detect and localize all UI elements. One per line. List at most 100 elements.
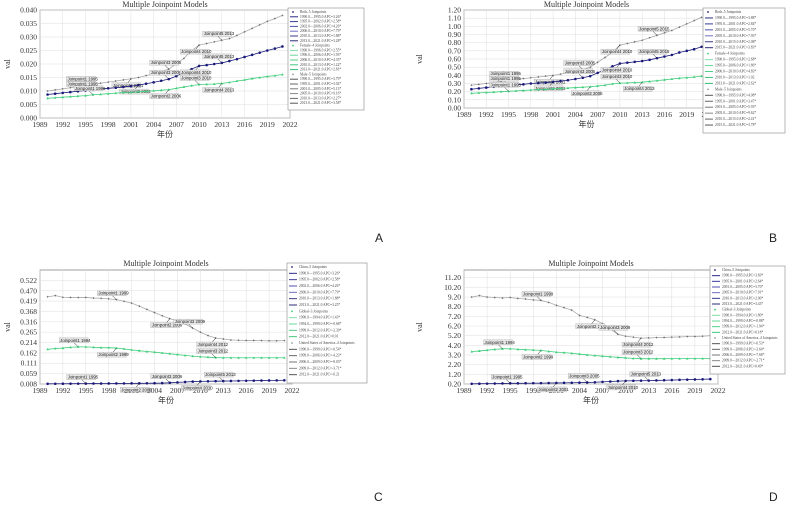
joinpoint-label-bg xyxy=(489,82,519,88)
data-point xyxy=(61,296,64,299)
joinpoint-leader xyxy=(615,78,621,84)
data-point xyxy=(640,59,644,63)
data-point xyxy=(624,356,627,359)
x-tick-label: 2007 xyxy=(595,386,610,395)
data-point xyxy=(648,80,651,83)
data-point xyxy=(182,85,186,88)
joinpoint-annotation: Joinpoint1 1999 xyxy=(97,290,129,300)
y-tick-label: 0.90 xyxy=(448,30,461,39)
joinpoint-label: Joinpoint1 1994 xyxy=(484,340,515,345)
y-tick-label: 11.20 xyxy=(444,273,461,282)
y-tick-label: 0.368 xyxy=(20,307,37,316)
legend-item: 2005.0—2010.0 APC=9.16* xyxy=(290,92,341,96)
data-point xyxy=(593,354,597,357)
data-point xyxy=(578,314,581,317)
data-point xyxy=(228,59,231,63)
legend-box xyxy=(702,7,786,134)
legend-label: 1990.0—1996.0 APC=2.55* xyxy=(300,48,341,52)
x-tick-label: 2004 xyxy=(568,110,583,119)
data-point xyxy=(220,82,224,85)
data-point xyxy=(578,381,581,384)
data-point xyxy=(524,297,527,300)
data-point xyxy=(46,90,49,92)
data-point xyxy=(61,91,65,95)
y-tick-label: 2.20 xyxy=(448,360,461,369)
y-tick-label: 1.00 xyxy=(448,22,461,31)
legend-marker xyxy=(292,44,294,47)
data-point xyxy=(252,339,255,342)
legend-marker xyxy=(292,11,294,13)
legend-label: 2010.0—2015.0 APC=2.08* xyxy=(715,40,756,44)
joinpoint-annotation: Joinpoint3 2012 xyxy=(196,348,229,358)
joinpoint-annotation: Joinpoint1 1999 xyxy=(521,291,554,301)
data-point xyxy=(593,380,597,384)
data-point xyxy=(106,87,110,90)
data-point xyxy=(678,335,681,338)
data-point xyxy=(478,382,481,386)
legend-item: 1990.0—1999.0 APC=-0.53* xyxy=(712,342,765,346)
legend-item: 2013.0—2021.0 APC=2.81* xyxy=(290,68,341,72)
y-tick-label: 0.00 xyxy=(448,104,461,113)
data-point xyxy=(531,381,535,385)
legend-marker xyxy=(291,266,293,268)
data-point xyxy=(532,298,535,301)
legend-item: 1990.0—1999.0 APC=-0.54* xyxy=(289,347,342,351)
joinpoint-annotation: Joinpoint2 1999 xyxy=(97,347,129,358)
data-point xyxy=(243,55,246,59)
data-point xyxy=(596,61,599,64)
data-point xyxy=(205,82,208,86)
joinpoint-annotation: Joinpoint3 2005 xyxy=(563,68,596,78)
legend-label: 1990.0—1994.0 APC=1.43* xyxy=(299,316,340,320)
joinpoint-label-bg xyxy=(202,53,232,60)
legend-label: 2006.0—2010.0 APC=4.35* xyxy=(300,58,341,62)
data-point xyxy=(536,81,540,85)
legend-item: 2010.0—2013.0 APC=1.88* xyxy=(289,297,340,301)
legend-item: 1990.0—1995.0 APC=3.79* xyxy=(290,77,341,81)
data-point xyxy=(678,76,681,80)
data-point xyxy=(570,309,573,312)
data-point xyxy=(191,380,195,383)
data-point xyxy=(69,90,72,94)
data-point xyxy=(283,356,286,359)
joinpoint-annotation: Joinpoint4 2010 xyxy=(600,44,633,55)
joinpoint-label-bg xyxy=(629,371,659,377)
legend-item: 1994.0—1999.0 APC=-0.68* xyxy=(289,322,342,326)
joinpoint-label-bg xyxy=(606,384,636,391)
joinpoint-leader xyxy=(498,344,503,350)
joinpoint-label-bg xyxy=(196,341,226,348)
data-point xyxy=(478,349,481,352)
legend-label: 1990.0—1999.0 APC=-0.54* xyxy=(299,347,342,351)
data-point xyxy=(46,96,49,100)
legend-item: United States of America–4 Joinpoints xyxy=(291,341,355,345)
data-point xyxy=(603,83,607,87)
data-point xyxy=(53,347,57,350)
data-point xyxy=(237,339,240,342)
series-female: Joinpoint1 1996 Joinpoint2 2006 Joinpoint3… xyxy=(46,73,284,100)
data-point xyxy=(616,355,620,359)
joinpoint-leader xyxy=(112,295,117,300)
joinpoint-annotation: Joinpoint3 2010 xyxy=(179,75,212,85)
legend-item: 2001.0—2005.0 APC=3.70* xyxy=(712,285,763,289)
data-point xyxy=(281,73,284,76)
y-tick-label: 0.419 xyxy=(20,297,37,306)
chart-d: Multiple Joinpoint Models 1989 1992 1995 199… xyxy=(415,259,786,504)
legend-label: Male–5 Joinpoints xyxy=(300,72,327,76)
joinpoint-label-bg xyxy=(491,374,521,380)
data-point xyxy=(501,297,504,300)
joinpoint-annotation: Joinpoint3 2009 xyxy=(598,325,631,335)
x-tick-label: 1995 xyxy=(501,110,516,119)
data-point xyxy=(229,339,232,342)
joinpoint-leader xyxy=(636,354,642,359)
data-point xyxy=(492,90,495,94)
legend-label: 2010.0—2015.0 APC=2.41* xyxy=(715,117,756,121)
joinpoint-label: Joinpoint1 1995 xyxy=(491,71,522,76)
joinpoint-label-bg xyxy=(149,69,179,76)
data-point xyxy=(670,53,674,57)
joinpoint-label: Joinpoint1 1995 xyxy=(491,82,522,87)
joinpoint-label: Joinpoint5 2013 xyxy=(204,54,235,59)
data-point xyxy=(122,382,126,385)
legend-item: 2013.0—2021.0 APC=3.25* xyxy=(289,303,340,307)
x-tick-label: 2004 xyxy=(147,386,162,395)
data-point xyxy=(175,86,178,90)
data-point xyxy=(122,91,125,94)
